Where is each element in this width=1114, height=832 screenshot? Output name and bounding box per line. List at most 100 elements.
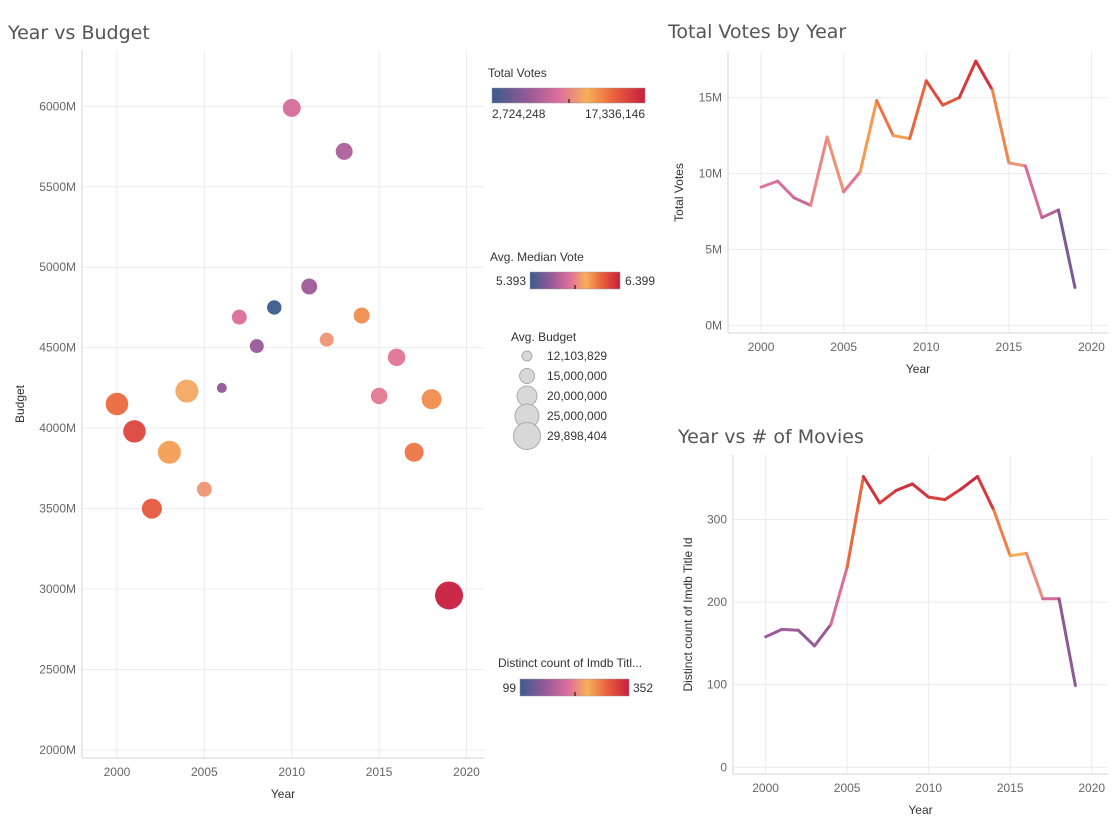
scatter-point-2008[interactable] [249, 339, 264, 354]
movies-point-2003[interactable] [811, 642, 819, 650]
scatter-point-2010[interactable] [282, 98, 301, 117]
scatter-xtick-label: 2010 [278, 765, 305, 779]
scatter-point-2018[interactable] [421, 389, 442, 410]
movies-ytick-label: 300 [707, 512, 727, 526]
movies-point-2004[interactable] [827, 620, 835, 628]
scatter-ytick-label: 4000M [39, 421, 76, 435]
votes-point-2007[interactable] [873, 97, 881, 105]
movies-line-segment-2003 [813, 622, 833, 648]
votes-point-2001[interactable] [774, 177, 782, 185]
scatter-point-2005[interactable] [196, 481, 212, 497]
scatter-point-2002[interactable] [141, 498, 162, 519]
movies-line-segment-2012 [959, 474, 980, 491]
scatter-point-2009[interactable] [267, 300, 282, 315]
movies-point-2014[interactable] [990, 506, 998, 514]
votes-point-2016[interactable] [1021, 162, 1029, 170]
votes-line-segment-2001 [776, 179, 796, 200]
movies-point-2016[interactable] [1022, 549, 1030, 557]
movies-point-2010[interactable] [925, 493, 933, 501]
movies-line-segment-2009 [910, 482, 931, 499]
movies-point-2002[interactable] [794, 626, 802, 634]
votes-point-2013[interactable] [972, 57, 980, 65]
votes-x-axis-title: Year [906, 362, 930, 376]
scatter-point-2016[interactable] [387, 348, 406, 367]
movies-ytick-label: 200 [707, 595, 727, 609]
votes-xtick-label: 2020 [1078, 340, 1105, 354]
movies-line-segment-2000 [764, 627, 784, 639]
scatter-ytick-label: 2500M [39, 663, 76, 677]
movies-xtick-label: 2005 [834, 781, 861, 795]
votes-point-2014[interactable] [988, 86, 996, 94]
movies-point-2007[interactable] [876, 499, 884, 507]
movies-ytick-label: 0 [720, 760, 727, 774]
legend-size-label-4: 25,000,000 [547, 409, 607, 423]
legend-size-circle-5 [513, 422, 541, 450]
scatter-ytick-label: 3000M [39, 582, 76, 596]
movies-point-2006[interactable] [859, 472, 867, 480]
votes-point-2019[interactable] [1071, 283, 1079, 291]
movies-point-2013[interactable] [974, 472, 982, 480]
movies-line-segment-2006 [861, 474, 882, 505]
votes-point-2011[interactable] [939, 101, 947, 109]
scatter-point-2004[interactable] [175, 379, 199, 403]
legend-distinct-count-title: Distinct count of Imdb Titl... [498, 656, 642, 670]
movies-point-2009[interactable] [908, 480, 916, 488]
legend-total-votes-title: Total Votes [488, 66, 547, 80]
votes-line-segment-2010 [924, 79, 945, 107]
legend-avg-median-vote: Avg. Median Vote 5.393 6.399 [490, 250, 655, 290]
movies-ytick-label: 100 [707, 678, 727, 692]
movies-line-segment-2015 [1008, 551, 1028, 558]
votes-point-2004[interactable] [823, 133, 831, 141]
votes-line-segment-2007 [875, 99, 895, 138]
movies-point-2000[interactable] [762, 633, 770, 641]
votes-point-2017[interactable] [1038, 214, 1046, 222]
scatter-point-2001[interactable] [123, 420, 146, 443]
votes-point-2006[interactable] [856, 168, 864, 176]
scatter-xtick-label: 2000 [104, 765, 131, 779]
scatter-point-2017[interactable] [404, 442, 424, 462]
scatter-xtick-label: 2015 [366, 765, 393, 779]
votes-line-segment-2004 [825, 135, 846, 194]
movies-point-2018[interactable] [1055, 595, 1063, 603]
votes-point-2005[interactable] [840, 188, 848, 196]
scatter-point-2014[interactable] [353, 307, 370, 324]
scatter-point-2015[interactable] [370, 387, 388, 405]
votes-point-2000[interactable] [757, 183, 765, 191]
scatter-point-2000[interactable] [105, 392, 129, 416]
scatter-point-2011[interactable] [301, 278, 318, 295]
votes-point-2010[interactable] [922, 77, 930, 85]
scatter-point-2003[interactable] [157, 440, 181, 464]
movies-point-2008[interactable] [892, 487, 900, 495]
movies-point-2019[interactable] [1071, 682, 1079, 690]
scatter-point-2006[interactable] [216, 382, 227, 393]
movies-point-2001[interactable] [778, 625, 786, 633]
movies-line-segment-2014 [992, 508, 1012, 558]
votes-line-segment-2002 [792, 196, 813, 207]
scatter-point-2013[interactable] [335, 142, 353, 160]
votes-point-2002[interactable] [790, 194, 798, 202]
movies-point-2005[interactable] [843, 563, 851, 571]
scatter-point-2019[interactable] [435, 581, 464, 610]
movies-xtick-label: 2020 [1078, 781, 1105, 795]
movies-point-2012[interactable] [957, 485, 965, 493]
votes-point-2003[interactable] [807, 201, 815, 209]
votes-point-2018[interactable] [1054, 206, 1062, 214]
scatter-point-2007[interactable] [231, 309, 247, 325]
votes-ytick-label: 10M [699, 167, 722, 181]
movies-point-2015[interactable] [1006, 552, 1014, 560]
movies-line-segment-2008 [894, 482, 914, 493]
votes-line-segment-2012 [957, 59, 978, 100]
legend-size-circle-3 [516, 385, 538, 407]
votes-point-2008[interactable] [889, 132, 897, 140]
votes-xtick-label: 2010 [913, 340, 940, 354]
movies-point-2017[interactable] [1039, 595, 1047, 603]
scatter-chart: 2000M 2500M 3000M 3500M 4000M 4500M 5000M 5500M… [13, 50, 484, 801]
movies-line-segment-2005 [845, 474, 865, 569]
votes-point-2015[interactable] [1005, 159, 1013, 167]
votes-point-2012[interactable] [955, 94, 963, 102]
movies-point-2011[interactable] [941, 496, 949, 504]
votes-line-segment-2013 [974, 59, 994, 92]
votes-point-2009[interactable] [906, 135, 914, 143]
scatter-point-2012[interactable] [319, 332, 334, 347]
scatter-ytick-label: 3500M [39, 502, 76, 516]
